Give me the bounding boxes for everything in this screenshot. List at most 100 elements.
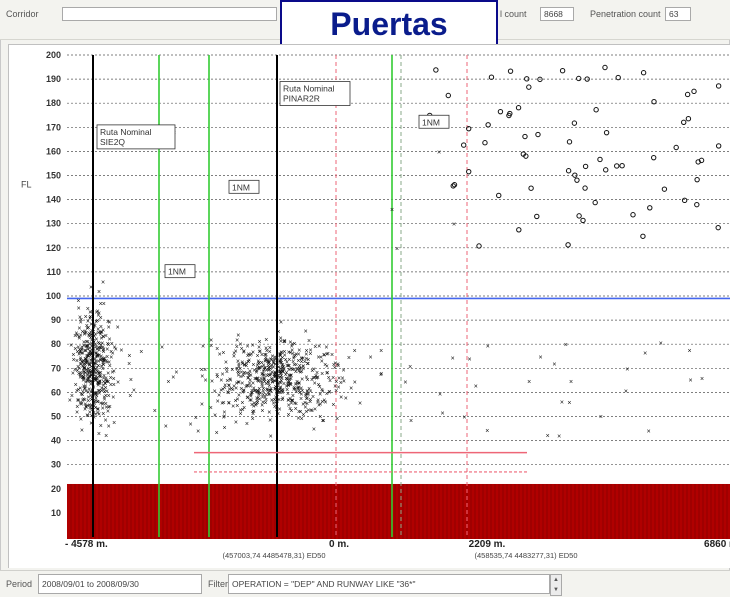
track-point-x: × <box>83 356 87 363</box>
track-point-x: × <box>108 320 112 327</box>
track-point-x: × <box>297 380 301 387</box>
track-point-x: × <box>97 289 101 296</box>
track-point-x: × <box>297 381 301 388</box>
track-point-x: × <box>251 343 255 350</box>
track-point-x: × <box>291 393 295 400</box>
track-point-o <box>523 153 529 159</box>
period-field[interactable]: 2008/09/01 to 2008/09/30 <box>38 574 202 594</box>
track-point-x: × <box>700 376 704 383</box>
track-point-x: × <box>242 388 246 395</box>
track-point-x: × <box>83 365 87 372</box>
track-points: ××××××××××××××××××××××××××××××××××××××× ×… <box>68 64 722 440</box>
track-point-x: × <box>270 363 274 370</box>
track-point-x: × <box>85 325 89 332</box>
track-point-x: × <box>308 397 312 404</box>
track-point-o <box>582 163 589 170</box>
track-point-x: × <box>92 325 96 332</box>
track-point-x: × <box>209 405 213 412</box>
track-point-x: × <box>272 374 276 381</box>
track-point-o <box>515 105 522 111</box>
track-point-x: × <box>201 343 205 350</box>
track-point-x: × <box>104 378 108 385</box>
track-point-o <box>488 74 495 80</box>
track-point-x: × <box>643 351 647 358</box>
track-point-x: × <box>279 358 283 365</box>
track-point-x: × <box>263 365 267 372</box>
track-point-x: × <box>86 354 90 361</box>
track-point-x: × <box>95 390 99 397</box>
track-point-x: × <box>221 387 225 394</box>
track-point-x: × <box>92 403 96 410</box>
track-point-x: × <box>320 399 324 406</box>
track-point-x: × <box>79 333 83 340</box>
filter-spinner[interactable]: ▲ ▼ <box>550 574 562 596</box>
track-point-x: × <box>80 359 84 366</box>
track-point-x: × <box>105 379 109 386</box>
track-point-x: × <box>297 366 301 373</box>
track-point-x: × <box>246 395 250 402</box>
period-label: Period <box>6 579 33 589</box>
track-point-o <box>715 143 722 149</box>
track-point-x: × <box>98 379 102 386</box>
track-point-x: × <box>284 376 288 383</box>
track-point-x: × <box>307 386 311 393</box>
track-point-x: × <box>84 343 88 350</box>
track-point-x: × <box>274 399 278 406</box>
track-point-x: × <box>451 356 455 363</box>
track-point-x: × <box>89 381 93 388</box>
track-point-x: × <box>88 341 92 348</box>
track-point-x: × <box>260 360 264 367</box>
track-point-x: × <box>273 378 277 385</box>
track-point-x: × <box>101 356 105 363</box>
track-point-x: × <box>286 380 290 387</box>
track-point-x: × <box>98 330 102 337</box>
track-point-x: × <box>273 397 277 404</box>
track-point-o <box>593 107 599 113</box>
track-point-x: × <box>82 366 86 373</box>
track-point-x: × <box>75 409 79 416</box>
track-point-x: × <box>288 396 292 403</box>
track-point-x: × <box>311 375 315 382</box>
track-point-x: × <box>106 319 110 326</box>
track-point-x: × <box>255 390 259 397</box>
track-point-x: × <box>273 369 277 376</box>
track-point-x: × <box>81 377 85 384</box>
track-point-x: × <box>261 395 265 402</box>
track-point-x: × <box>84 344 88 351</box>
track-point-x: × <box>87 362 91 369</box>
track-point-x: × <box>85 355 89 362</box>
spinner-down-icon[interactable]: ▼ <box>553 587 559 593</box>
track-point-x: × <box>89 406 93 413</box>
track-point-o <box>603 167 609 173</box>
track-point-o <box>602 64 608 71</box>
track-point-x: × <box>87 376 91 383</box>
track-point-x: × <box>96 380 100 387</box>
track-point-x: × <box>335 416 339 423</box>
track-point-x: × <box>94 377 98 384</box>
track-point-x: × <box>153 408 157 415</box>
track-point-x: × <box>289 382 293 389</box>
spinner-up-icon[interactable]: ▲ <box>553 577 559 583</box>
track-point-x: × <box>84 380 88 387</box>
count-value-field: 8668 <box>540 7 574 21</box>
track-point-x: × <box>284 370 288 377</box>
track-point-x: × <box>73 367 77 374</box>
corridor-label: Corridor <box>6 9 39 19</box>
track-point-x: × <box>103 381 107 388</box>
track-point-x: × <box>259 379 263 386</box>
track-point-x: × <box>248 369 252 376</box>
track-point-x: × <box>267 409 271 416</box>
track-point-x: × <box>279 388 283 395</box>
corridor-input[interactable] <box>62 7 277 21</box>
track-point-x: × <box>98 374 102 381</box>
track-point-x: × <box>301 412 305 419</box>
track-point-x: × <box>250 402 254 409</box>
track-point-o <box>565 168 572 174</box>
track-point-x: × <box>82 386 86 393</box>
track-point-x: × <box>97 431 101 438</box>
track-point-x: × <box>277 369 281 376</box>
track-point-x: × <box>101 344 105 351</box>
filter-field[interactable]: OPERATION = "DEP" AND RUNWAY LIKE "36*" <box>228 574 550 594</box>
track-point-x: × <box>296 366 300 373</box>
track-point-x: × <box>273 362 277 369</box>
